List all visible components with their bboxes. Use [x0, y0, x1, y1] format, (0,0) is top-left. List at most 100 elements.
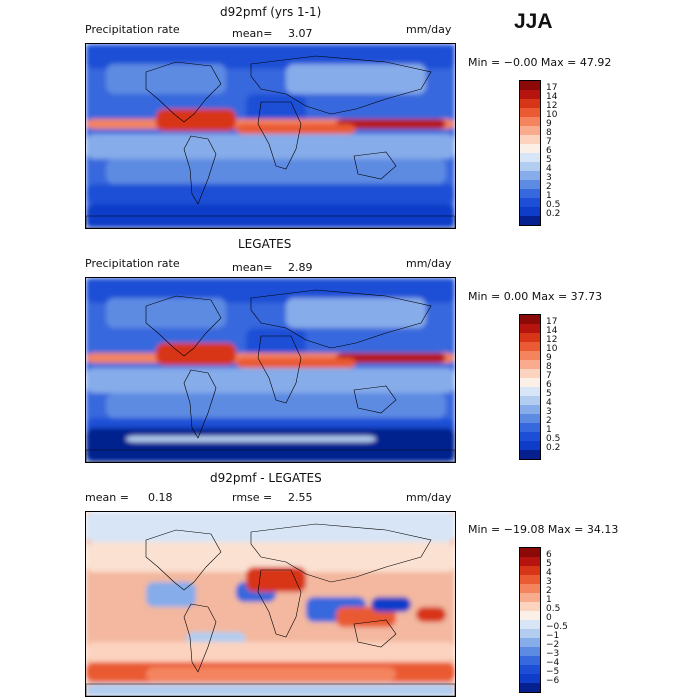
panel-2-variable-label: Precipitation rate [85, 257, 180, 270]
colorbar-swatch [520, 171, 540, 180]
colorbar-swatch [520, 180, 540, 189]
colorbar-tick-label: 2 [546, 182, 552, 192]
colorbar-swatch [520, 566, 540, 575]
colorbar-tick-label: 5 [546, 389, 552, 399]
colorbar-swatch [520, 638, 540, 647]
colorbar-tick-label: 7 [546, 371, 552, 381]
colorbar-swatch [520, 189, 540, 198]
colorbar-tick-label: −0.5 [546, 622, 568, 632]
colorbar-tick-label: 0.5 [546, 604, 561, 614]
panel-3-units: mm/day [406, 491, 452, 504]
panel-2-mean-label: mean= [232, 261, 273, 274]
colorbar-swatch [520, 647, 540, 656]
colorbar-swatch [520, 683, 540, 692]
panel-1-mean-label: mean= [232, 27, 273, 40]
panel-3-mean-value: 0.18 [148, 491, 173, 504]
panel-1-colorbar [519, 80, 541, 226]
panel-2-mean-value: 2.89 [288, 261, 313, 274]
colorbar-tick-label: 5 [546, 155, 552, 165]
panel-1-units: mm/day [406, 23, 452, 36]
colorbar-swatch [520, 620, 540, 629]
panel-2-units: mm/day [406, 257, 452, 270]
colorbar-swatch [520, 423, 540, 432]
panel-2-colorbar [519, 314, 541, 460]
panel-1-map [85, 43, 456, 229]
colorbar-tick-label: 1 [546, 425, 552, 435]
colorbar-tick-label: 5 [546, 559, 552, 569]
colorbar-swatch [520, 126, 540, 135]
colorbar-tick-label: 7 [546, 137, 552, 147]
colorbar-tick-label: 12 [546, 101, 558, 111]
colorbar-swatch [520, 432, 540, 441]
colorbar-swatch [520, 216, 540, 225]
colorbar-swatch [520, 315, 540, 324]
colorbar-swatch [520, 557, 540, 566]
colorbar-swatch [520, 90, 540, 99]
colorbar-tick-label: 1 [546, 191, 552, 201]
panel-3-rmse-value: 2.55 [288, 491, 313, 504]
colorbar-tick-label: 14 [546, 326, 558, 336]
panel-3-colorbar [519, 547, 541, 693]
colorbar-tick-label: 6 [546, 550, 552, 560]
colorbar-swatch [520, 135, 540, 144]
colorbar-tick-label: 0.2 [546, 443, 561, 453]
colorbar-tick-label: 4 [546, 568, 552, 578]
colorbar-tick-label: 17 [546, 83, 558, 93]
colorbar-tick-label: 2 [546, 416, 552, 426]
colorbar-swatch [520, 207, 540, 216]
colorbar-swatch [520, 674, 540, 683]
colorbar-swatch [520, 198, 540, 207]
colorbar-swatch [520, 324, 540, 333]
colorbar-swatch [520, 378, 540, 387]
panel-3-mean-label: mean = [85, 491, 129, 504]
panel-1-mean-value: 3.07 [288, 27, 313, 40]
colorbar-swatch [520, 405, 540, 414]
colorbar-tick-label: 4 [546, 164, 552, 174]
colorbar-tick-label: −6 [546, 676, 560, 686]
colorbar-tick-label: −3 [546, 649, 560, 659]
colorbar-swatch [520, 593, 540, 602]
colorbar-swatch [520, 153, 540, 162]
colorbar-tick-label: 8 [546, 128, 552, 138]
colorbar-swatch [520, 396, 540, 405]
colorbar-tick-label: 9 [546, 119, 552, 129]
colorbar-tick-label: −4 [546, 658, 560, 668]
colorbar-tick-label: 4 [546, 398, 552, 408]
colorbar-swatch [520, 584, 540, 593]
panel-3-rmse-label: rmse = [232, 491, 273, 504]
panel-3-map [85, 511, 456, 697]
colorbar-swatch [520, 108, 540, 117]
colorbar-swatch [520, 144, 540, 153]
panel-1-variable-label: Precipitation rate [85, 23, 180, 36]
colorbar-tick-label: 6 [546, 146, 552, 156]
colorbar-tick-label: 0.5 [546, 434, 561, 444]
colorbar-tick-label: 12 [546, 335, 558, 345]
colorbar-swatch [520, 387, 540, 396]
panel-3-minmax: Min = −19.08 Max = 34.13 [468, 523, 619, 536]
colorbar-swatch [520, 441, 540, 450]
colorbar-swatch [520, 117, 540, 126]
colorbar-tick-label: −1 [546, 631, 560, 641]
colorbar-tick-label: 8 [546, 362, 552, 372]
colorbar-swatch [520, 360, 540, 369]
panel-2-minmax: Min = 0.00 Max = 37.73 [468, 290, 603, 303]
colorbar-tick-label: 6 [546, 380, 552, 390]
colorbar-tick-label: −2 [546, 640, 560, 650]
colorbar-tick-label: 3 [546, 407, 552, 417]
colorbar-tick-label: −5 [546, 667, 560, 677]
colorbar-swatch [520, 333, 540, 342]
colorbar-swatch [520, 369, 540, 378]
colorbar-swatch [520, 342, 540, 351]
colorbar-tick-label: 2 [546, 586, 552, 596]
colorbar-swatch [520, 81, 540, 90]
colorbar-tick-label: 0 [546, 613, 552, 623]
colorbar-swatch [520, 611, 540, 620]
panel-2-map [85, 277, 456, 463]
colorbar-swatch [520, 575, 540, 584]
colorbar-swatch [520, 351, 540, 360]
colorbar-swatch [520, 602, 540, 611]
panel-2-title: LEGATES [238, 237, 292, 251]
season-label: JJA [514, 10, 553, 33]
colorbar-swatch [520, 548, 540, 557]
colorbar-swatch [520, 414, 540, 423]
